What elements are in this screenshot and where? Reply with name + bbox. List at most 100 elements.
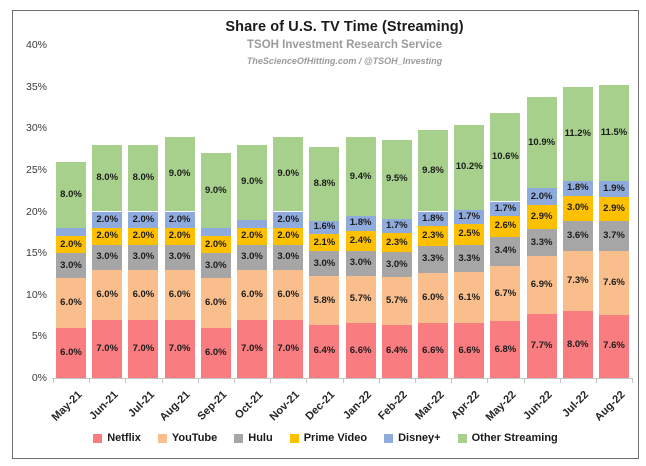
bar-segment-label: 2.5% xyxy=(458,228,481,240)
bar-segment-label: 3.0% xyxy=(60,259,82,271)
bar-segment-hulu-dec-21 xyxy=(309,251,340,277)
x-axis-category-label: Sep-21 xyxy=(195,388,230,423)
bar-segment-label: 8.0% xyxy=(96,172,119,184)
x-axis-tick xyxy=(596,378,597,383)
bar-segment-label: 10.6% xyxy=(491,151,519,163)
bar-segment-label: 8.8% xyxy=(313,178,336,190)
bar-segment-label: 6.0% xyxy=(168,288,191,300)
bar-segment-hulu-jun-21 xyxy=(92,244,123,270)
y-axis-tick-label: 35% xyxy=(25,80,47,93)
bar-segment-other-streaming-jan-22 xyxy=(345,137,376,216)
bar-segment-label: 11.2% xyxy=(564,128,591,140)
legend-swatch-icon xyxy=(234,433,244,443)
legend-label: Netflix xyxy=(107,432,141,444)
bar-segment-youtube-sep-21 xyxy=(200,278,231,329)
x-axis-tick xyxy=(89,378,91,383)
bar-segment-label: 3.7% xyxy=(603,230,625,242)
bar-segment-label: 6.0% xyxy=(277,288,300,300)
y-axis-tick-label: 20% xyxy=(25,205,47,218)
bar-segment-other-streaming-oct-21 xyxy=(237,144,267,220)
bar-segment-prime-video-apr-22 xyxy=(454,223,485,245)
x-axis-category-label: Aug-22 xyxy=(592,388,628,424)
bar-segment-label: 3.3% xyxy=(530,236,553,248)
bar-segment-label: 3.0% xyxy=(313,257,336,269)
bar-segment-label: 2.0% xyxy=(277,230,300,242)
x-axis-category-label: Jul-21 xyxy=(125,388,157,420)
bar-segment-hulu-mar-22 xyxy=(418,245,448,274)
bar-segment-netflix-jul-21 xyxy=(128,319,159,378)
bar-segment-label: 6.0% xyxy=(241,288,263,300)
bar-segment-label: 9.0% xyxy=(168,168,191,180)
x-axis-tick xyxy=(53,378,54,383)
bar-segment-other-streaming-jun-22 xyxy=(526,97,557,189)
bar-segment-label: 1.9% xyxy=(603,182,625,194)
bar-segment-prime-video-sep-21 xyxy=(200,236,231,254)
bar-segment-prime-video-aug-22 xyxy=(599,196,629,221)
bar-segment-label: 9.8% xyxy=(422,164,444,176)
legend-item-netflix: Netflix xyxy=(93,432,141,444)
bar-segment-hulu-may-21 xyxy=(56,253,86,279)
bar-segment-label: 3.0% xyxy=(566,202,589,214)
bar-segment-youtube-apr-22 xyxy=(454,272,485,324)
legend-label: Prime Video xyxy=(303,432,368,444)
bar-segment-label: 7.0% xyxy=(241,342,263,354)
bar-segment-disney--mar-22 xyxy=(418,211,448,227)
bar-segment-hulu-jul-21 xyxy=(128,244,159,270)
bar-segment-disney--nov-21 xyxy=(273,211,304,229)
x-axis-tick xyxy=(523,378,525,383)
bar-segment-label: 2.1% xyxy=(313,236,336,248)
bar-segment-label: 2.3% xyxy=(385,236,408,248)
bar-segment-label: 6.0% xyxy=(60,347,82,359)
bar-segment-label: 3.0% xyxy=(132,251,155,263)
chart-subtitle: TSOH Investment Research Service xyxy=(247,39,442,51)
legend-swatch-icon xyxy=(157,433,167,443)
bar-segment-youtube-feb-22 xyxy=(381,277,412,325)
plot-area: 0% 5% 10% 15% 20% 25% 30% 35% 40% 6.0% 6.0% 3.0% 2.0… xyxy=(13,11,638,458)
bar-segment-prime-video-may-21 xyxy=(56,236,86,254)
x-axis-category-label: Aug-21 xyxy=(158,388,193,424)
bar-segment-label: 3.4% xyxy=(494,245,517,257)
bar-segment-label: 6.7% xyxy=(494,287,517,299)
bar-segment-label: 10.2% xyxy=(455,161,483,173)
legend-label: Disney+ xyxy=(398,432,441,444)
bar-segment-netflix-jun-21 xyxy=(92,319,123,378)
bar-segment-label: 7.6% xyxy=(603,340,625,352)
bar-segment-hulu-nov-21 xyxy=(273,244,304,270)
bar-segment-label: 9.0% xyxy=(241,176,263,188)
bar-segment-hulu-aug-22 xyxy=(599,220,629,252)
bar-segment-youtube-mar-22 xyxy=(418,273,448,324)
bar-segment-other-streaming-jun-21 xyxy=(92,144,123,212)
bar-segment-label: 3.0% xyxy=(277,251,300,263)
bar-segment-disney--oct-21 xyxy=(237,219,267,229)
bar-segment-hulu-oct-21 xyxy=(237,244,267,270)
bar-segment-label: 7.3% xyxy=(566,275,589,286)
bar-segment-disney--sep-21 xyxy=(200,228,231,237)
x-axis-category-label: May-21 xyxy=(49,388,85,424)
bar-segment-youtube-nov-21 xyxy=(273,269,304,320)
bar-segment-label: 2.4% xyxy=(349,234,372,246)
bar-segment-hulu-may-22 xyxy=(490,237,521,266)
bar-segment-label: 6.8% xyxy=(494,343,517,355)
bar-segment-label: 6.0% xyxy=(204,347,227,359)
bar-segment-netflix-oct-21 xyxy=(237,319,267,378)
bar-segment-label: 3.6% xyxy=(566,229,589,241)
bar-segment-label: 6.4% xyxy=(313,345,336,357)
x-axis-tick xyxy=(559,378,561,383)
y-axis-tick-label: 25% xyxy=(25,163,47,176)
bar-segment-disney--feb-22 xyxy=(381,218,412,234)
bar-segment-prime-video-jun-22 xyxy=(526,204,557,229)
x-axis-category-label: Dec-21 xyxy=(303,388,338,423)
bar-segment-hulu-aug-21 xyxy=(164,244,195,270)
bar-segment-disney--jan-22 xyxy=(345,215,376,231)
bar-segment-label: 3.3% xyxy=(458,252,481,264)
bar-segment-label: 3.0% xyxy=(96,251,119,263)
x-axis-category-label: May-22 xyxy=(483,388,519,424)
x-axis-tick xyxy=(378,378,380,383)
bar-segment-youtube-jun-21 xyxy=(92,269,123,320)
bar-segment-label: 1.7% xyxy=(385,220,408,232)
bar-segment-disney--jul-22 xyxy=(562,180,593,196)
bar-segment-label: 7.0% xyxy=(168,342,191,354)
x-axis-category-label: Mar-22 xyxy=(412,388,447,423)
bar-segment-disney--jun-22 xyxy=(526,188,557,205)
